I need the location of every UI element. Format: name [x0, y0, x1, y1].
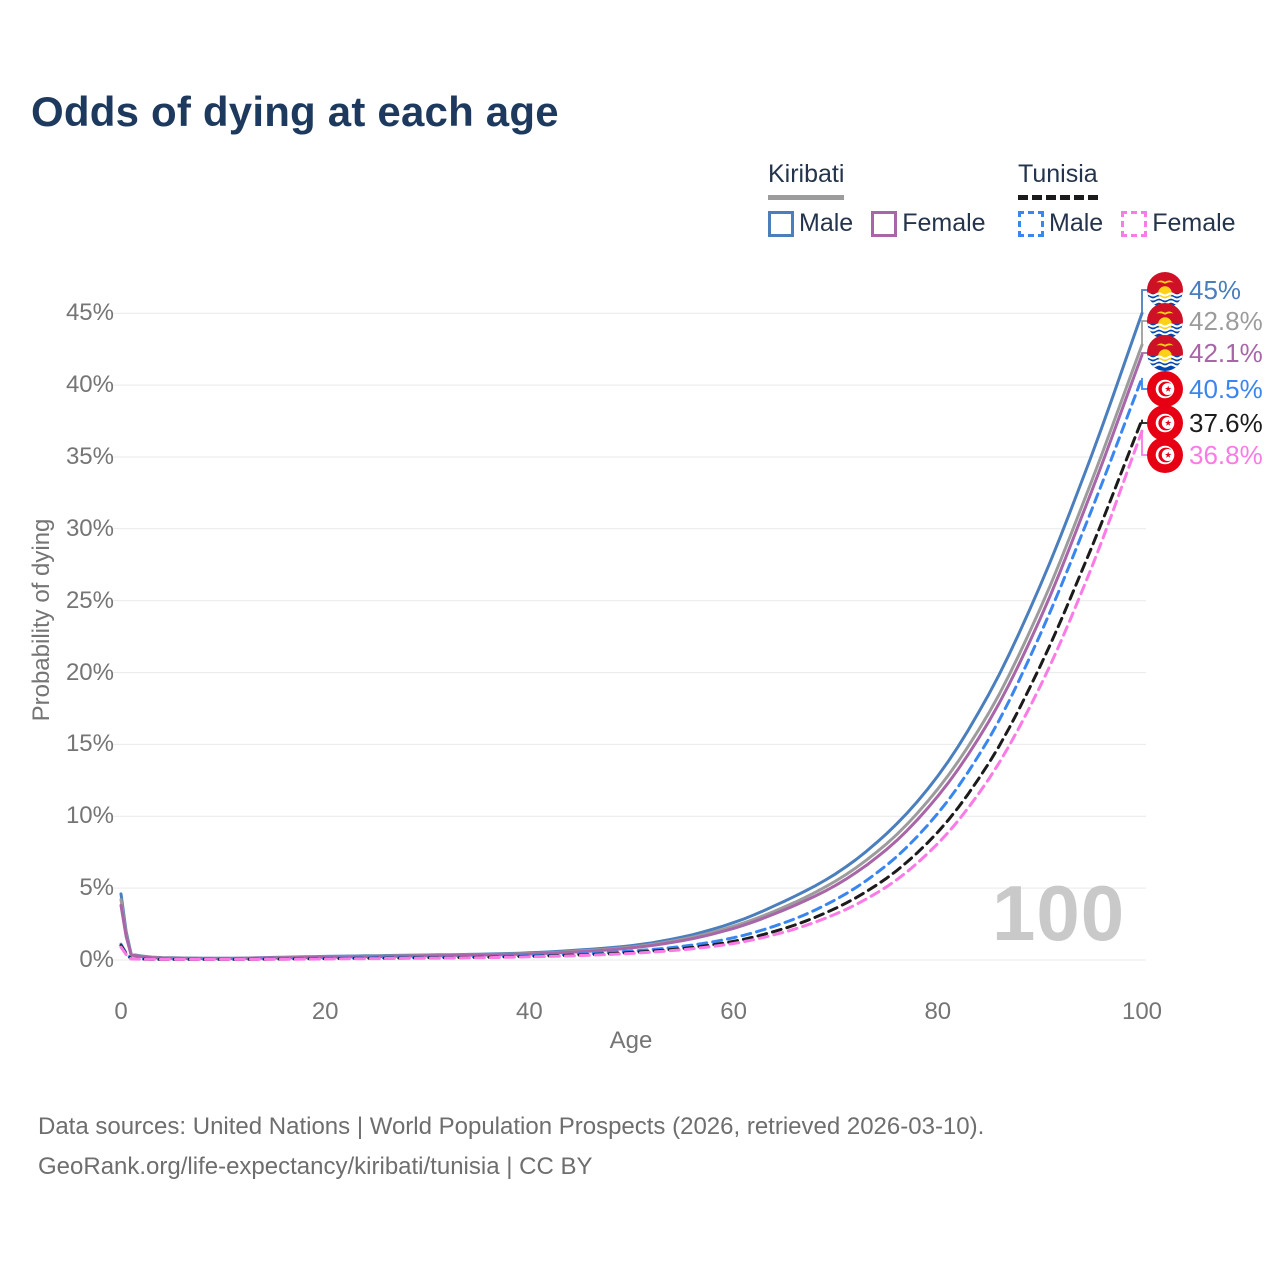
kiribati-female-swatch: [871, 210, 898, 237]
x-tick-label: 40: [516, 998, 543, 1025]
y-tick-label: 30%: [65, 514, 114, 542]
end-label-kiribati-male: 45%: [1147, 272, 1241, 308]
age-watermark: 100: [992, 869, 1126, 957]
y-tick-label: 15%: [65, 730, 114, 758]
legend-group-tunisia: Tunisia Male Female: [1018, 160, 1236, 238]
end-label-kiribati-female: 42.1%: [1147, 335, 1263, 371]
tunisia-flag-icon: [1147, 405, 1183, 441]
end-label-tunisia-female: 36.8%: [1147, 437, 1263, 473]
data-source-line: Data sources: United Nations | World Pop…: [38, 1113, 985, 1140]
y-tick-label: 40%: [65, 371, 114, 399]
legend-country-kiribati[interactable]: Kiribati: [768, 160, 845, 200]
end-label-value: 36.8%: [1189, 439, 1263, 470]
tunisia-flag-icon: [1147, 437, 1183, 473]
legend-item-tunisia-female[interactable]: Female: [1121, 209, 1236, 238]
legend-item-label: Female: [1152, 209, 1236, 237]
legend-item-kiribati-female[interactable]: Female: [871, 209, 986, 238]
y-tick-label: 5%: [79, 874, 114, 902]
kiribati-flag-icon: [1147, 272, 1183, 308]
end-label-value: 37.6%: [1189, 407, 1263, 438]
kiribati-male-swatch: [768, 210, 794, 237]
x-axis-title: Age: [609, 1027, 653, 1054]
line-tunisia-female[interactable]: [119, 429, 1144, 961]
legend-item-label: Male: [1049, 209, 1104, 237]
x-tick-label: 80: [924, 998, 952, 1025]
x-tick-label: 0: [114, 998, 128, 1025]
x-tick-label: 20: [311, 998, 339, 1025]
x-tick-label: 100: [1121, 998, 1163, 1025]
legend-item-kiribati-male[interactable]: Male: [768, 209, 853, 238]
legend-group-kiribati: Kiribati Male Female: [768, 160, 986, 238]
y-tick-label: 35%: [65, 443, 114, 470]
line-tunisia-male[interactable]: [119, 376, 1144, 961]
x-tick-label: 60: [720, 998, 747, 1025]
line-kiribati-male[interactable]: [119, 311, 1144, 960]
tunisia-female-swatch: [1121, 210, 1148, 237]
kiribati-flag-icon: [1147, 335, 1183, 371]
end-label-tunisia-male: 40.5%: [1147, 371, 1263, 407]
end-label-kiribati-both-sexes: 42.8%: [1147, 303, 1263, 339]
page-title: Odds of dying at each age: [31, 88, 559, 135]
y-tick-label: 20%: [65, 658, 114, 686]
end-label-value: 42.1%: [1189, 337, 1263, 368]
kiribati-flag-icon: [1147, 303, 1183, 339]
line-kiribati-female[interactable]: [119, 353, 1144, 961]
legend-item-label: Male: [799, 209, 854, 237]
end-label-tunisia-both-sexes: 37.6%: [1147, 405, 1263, 441]
legend-item-label: Female: [902, 209, 986, 237]
legend-country-tunisia[interactable]: Tunisia: [1018, 160, 1098, 200]
y-axis-title: Probability of dying: [28, 518, 55, 722]
y-tick-label: 0%: [79, 946, 114, 973]
legend-item-tunisia-male[interactable]: Male: [1018, 209, 1103, 238]
line-kiribati-both-sexes[interactable]: [119, 343, 1144, 960]
tunisia-male-swatch: [1018, 210, 1044, 237]
tunisia-flag-icon: [1147, 371, 1183, 407]
footer: Data sources: United Nations | World Pop…: [38, 1107, 984, 1187]
y-tick-label: 25%: [65, 586, 114, 614]
end-label-value: 45%: [1189, 274, 1242, 305]
y-tick-label: 10%: [65, 802, 114, 830]
end-label-value: 40.5%: [1189, 373, 1263, 404]
attribution-line: GeoRank.org/life-expectancy/kiribati/tun…: [38, 1153, 593, 1180]
line-tunisia-both-sexes[interactable]: [119, 418, 1144, 961]
end-label-value: 42.8%: [1189, 305, 1263, 336]
y-tick-label: 45%: [65, 299, 114, 327]
